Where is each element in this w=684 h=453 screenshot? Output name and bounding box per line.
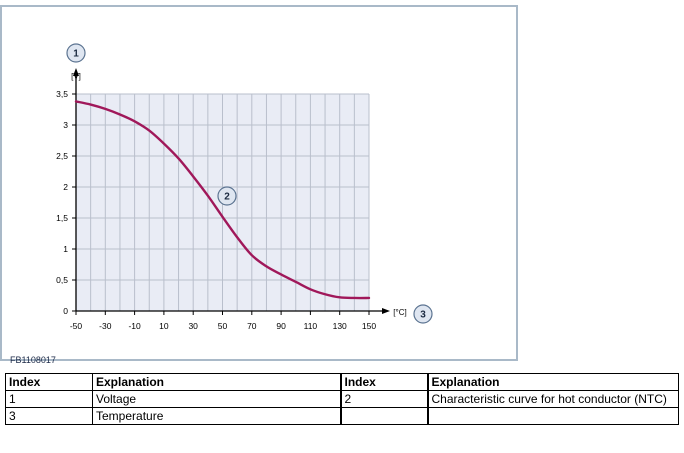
x-tick-label: 110	[304, 321, 318, 331]
callout-bubble	[217, 186, 237, 206]
legend-cell-explanation: Voltage	[92, 390, 341, 408]
y-tick-label: 3,5	[56, 89, 68, 99]
x-tick-label: 70	[247, 321, 257, 331]
x-tick-label: -30	[99, 321, 112, 331]
x-axis-arrow	[382, 308, 390, 314]
callout-bubble	[66, 43, 86, 63]
legend-table: Index Explanation Index Explanation 1 Vo…	[5, 373, 679, 425]
y-tick-label: 0	[63, 306, 68, 316]
callout-bubble	[413, 304, 433, 324]
callout-number: 3	[420, 310, 426, 321]
figure-frame: -50 -30 -10 10 30 50 70 90 110 130 150 0 0,5 1 1,5 2 2,5…	[0, 5, 518, 365]
legend-row: 3 Temperature ​ ​	[5, 407, 679, 425]
callout-number: 1	[73, 49, 79, 60]
x-tick-label: 50	[218, 321, 228, 331]
callout-number: 2	[224, 192, 230, 203]
header-index-1: Index	[5, 373, 93, 391]
y-axis-arrow	[73, 68, 79, 76]
y-tick-label: 1	[63, 244, 68, 254]
y-tick-label: 1,5	[56, 213, 68, 223]
header-index-2: Index	[339, 373, 428, 391]
y-tick-label: 2,5	[56, 151, 68, 161]
x-tick-label: 10	[159, 321, 169, 331]
header-explanation-1: Explanation	[92, 373, 341, 391]
legend-row: 1 Voltage 2 Characteristic curve for hot…	[5, 390, 679, 408]
legend-cell-index: 1	[5, 390, 93, 408]
y-tick-label: 3	[63, 120, 68, 130]
legend-cell-explanation: ​	[426, 407, 679, 425]
x-tick-label: 30	[188, 321, 198, 331]
y-tick-label: 2	[63, 182, 68, 192]
legend-cell-explanation: Temperature	[92, 407, 341, 425]
x-tick-label: 150	[362, 321, 376, 331]
legend-header-row: Index Explanation Index Explanation	[5, 373, 679, 391]
x-tick-label: -10	[128, 321, 141, 331]
x-tick-label: -50	[70, 321, 83, 331]
y-axis-unit-label: [V]	[71, 72, 81, 81]
x-tick-label: 90	[276, 321, 286, 331]
header-explanation-2: Explanation	[426, 373, 679, 391]
figure-id: FB1108017	[10, 355, 56, 365]
legend-cell-index: ​	[339, 407, 428, 425]
ntc-characteristic-chart: -50 -30 -10 10 30 50 70 90 110 130 150 0 0,5 1 1,5 2 2,5…	[56, 43, 433, 331]
legend-cell-index: 2	[339, 390, 428, 408]
legend-cell-index: 3	[5, 407, 93, 425]
x-axis-unit-label: [°C]	[393, 308, 406, 317]
legend-cell-explanation: Characteristic curve for hot conductor (…	[426, 390, 679, 408]
x-tick-label: 130	[333, 321, 347, 331]
y-tick-label: 0,5	[56, 275, 68, 285]
ntc-curve	[74, 100, 371, 300]
